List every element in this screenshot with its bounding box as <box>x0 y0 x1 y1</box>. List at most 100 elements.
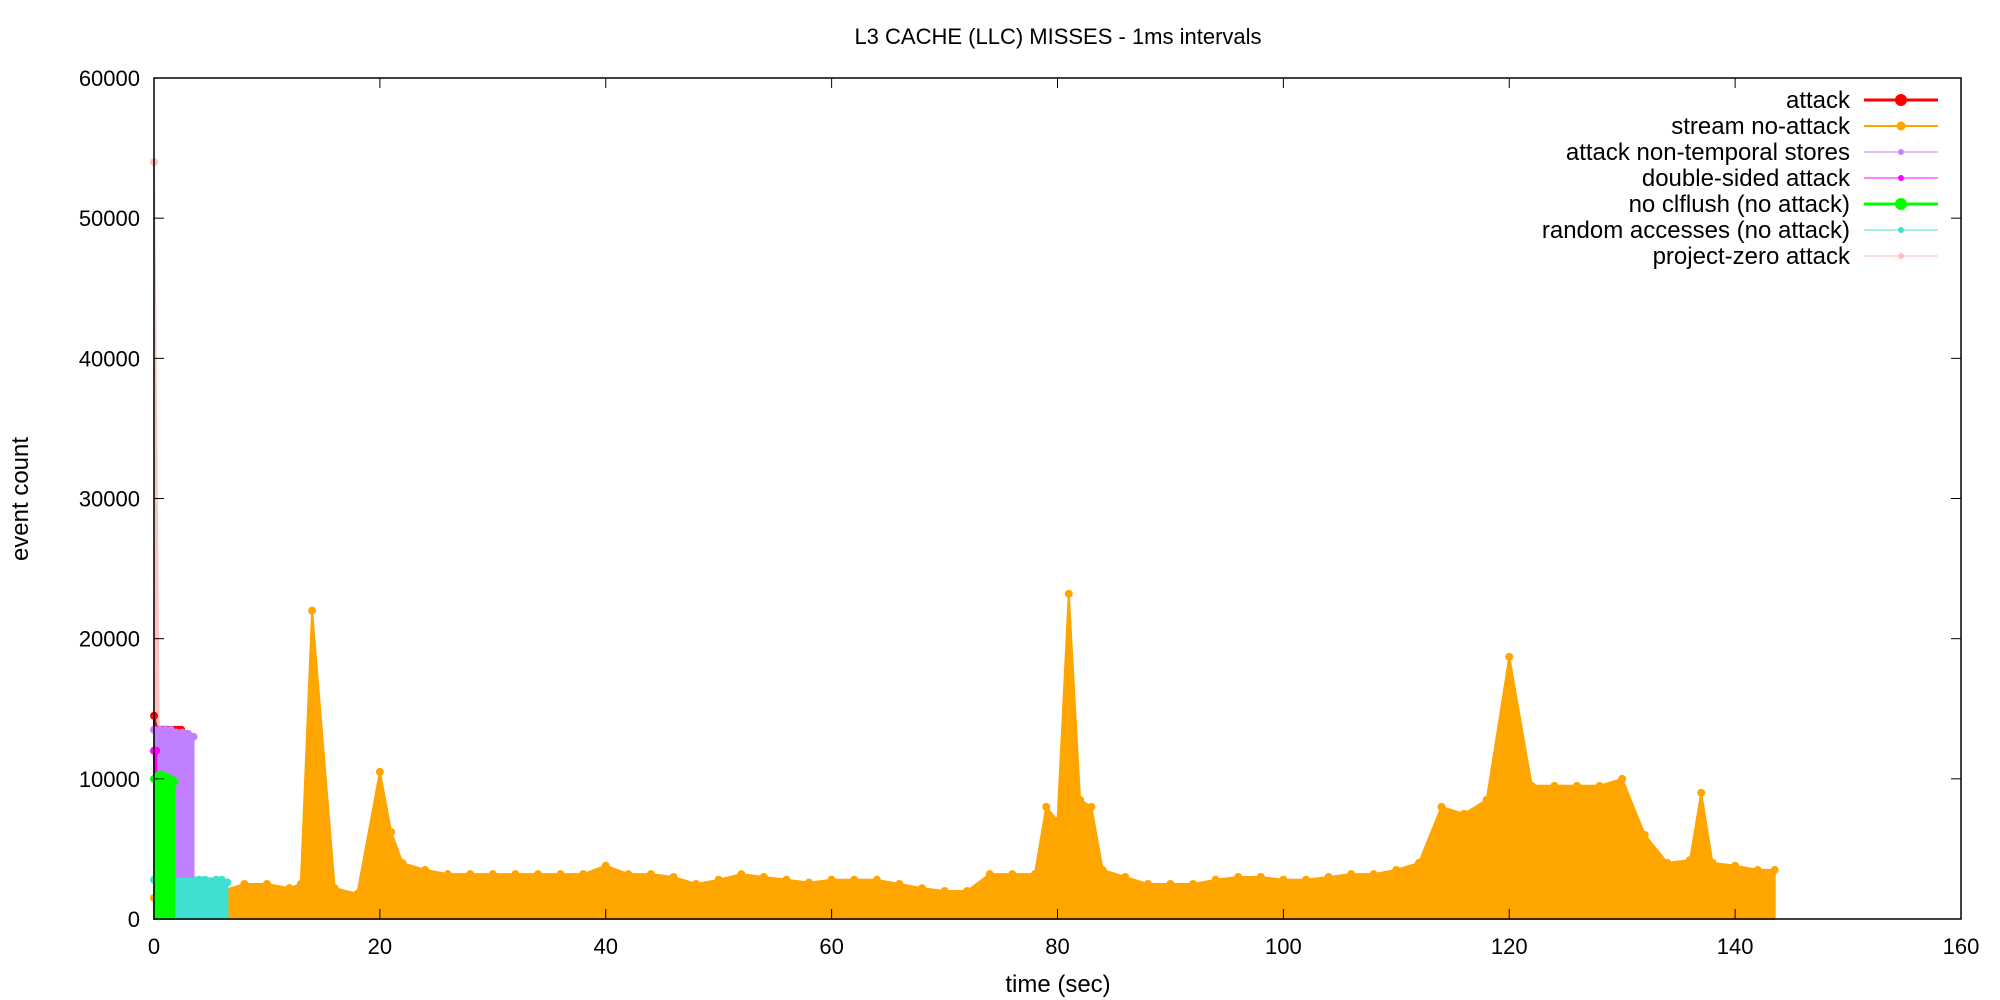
data-point-1 <box>1663 858 1672 867</box>
x-tick-label: 160 <box>1943 934 1980 959</box>
legend-label: project-zero attack <box>1653 243 1851 270</box>
data-point-1 <box>1460 809 1469 818</box>
data-point-1 <box>1369 870 1378 879</box>
x-tick-label: 60 <box>819 934 843 959</box>
data-point-1 <box>1189 879 1198 888</box>
data-point-1 <box>782 875 791 884</box>
data-point-1 <box>1573 781 1582 790</box>
data-point-5 <box>223 878 232 887</box>
data-point-1 <box>1437 802 1446 811</box>
data-point-1 <box>1098 865 1107 874</box>
data-point-1 <box>1030 870 1039 879</box>
legend-label: random accesses (no attack) <box>1542 217 1850 244</box>
data-point-1 <box>1076 795 1085 804</box>
x-tick-label: 0 <box>148 934 160 959</box>
legend-label: no clflush (no attack) <box>1629 191 1850 218</box>
legend-label: attack non-temporal stores <box>1566 139 1850 166</box>
data-point-1 <box>421 865 430 874</box>
data-point-1 <box>1618 774 1627 783</box>
data-point-1 <box>1256 872 1265 881</box>
y-tick-label: 50000 <box>79 206 140 231</box>
data-point-1 <box>827 875 836 884</box>
data-point-1 <box>714 875 723 884</box>
series-area-4 <box>153 773 176 920</box>
x-axis-label: time (sec) <box>1005 971 1110 998</box>
data-point-1 <box>1697 788 1706 797</box>
y-tick-label: 60000 <box>79 66 140 91</box>
data-point-1 <box>1505 652 1514 661</box>
data-point-1 <box>1527 781 1536 790</box>
data-point-1 <box>1064 589 1073 598</box>
legend-marker-0 <box>1895 94 1907 106</box>
data-point-1 <box>556 870 565 879</box>
data-point-1 <box>1347 870 1356 879</box>
data-point-1 <box>1685 856 1694 865</box>
data-point-1 <box>850 875 859 884</box>
x-tick-label: 140 <box>1717 934 1754 959</box>
data-point-1 <box>375 767 384 776</box>
data-point-5 <box>195 875 204 884</box>
data-point-1 <box>398 858 407 867</box>
data-point-1 <box>308 606 317 615</box>
legend-marker-1 <box>1896 121 1906 131</box>
data-point-1 <box>646 870 655 879</box>
data-point-1 <box>488 870 497 879</box>
data-point-5 <box>212 875 221 884</box>
data-point-1 <box>1121 872 1130 881</box>
y-axis-label: event count <box>7 437 34 561</box>
data-point-2 <box>161 725 170 734</box>
data-point-2 <box>172 728 181 737</box>
data-point-1 <box>1640 830 1649 839</box>
data-point-1 <box>624 870 633 879</box>
legend-label: stream no-attack <box>1671 113 1851 140</box>
data-point-1 <box>1301 875 1310 884</box>
data-point-1 <box>330 884 339 893</box>
x-tick-label: 40 <box>594 934 618 959</box>
data-point-1 <box>1770 865 1779 874</box>
legend-label: double-sided attack <box>1642 165 1851 192</box>
data-point-1 <box>759 872 768 881</box>
data-point-1 <box>895 879 904 888</box>
x-tick-label: 120 <box>1491 934 1528 959</box>
data-point-1 <box>285 884 294 893</box>
data-point-2 <box>189 732 198 741</box>
data-point-1 <box>917 884 926 893</box>
data-point-1 <box>1234 872 1243 881</box>
data-point-1 <box>872 875 881 884</box>
data-point-1 <box>1053 816 1062 825</box>
data-point-1 <box>985 870 994 879</box>
data-point-1 <box>1087 802 1096 811</box>
y-tick-label: 20000 <box>79 627 140 652</box>
data-point-1 <box>1595 781 1604 790</box>
y-tick-label: 0 <box>128 907 140 932</box>
data-point-1 <box>692 879 701 888</box>
data-point-1 <box>805 878 814 887</box>
data-point-1 <box>737 870 746 879</box>
legend-label: attack <box>1786 87 1851 114</box>
data-point-1 <box>1392 865 1401 874</box>
data-point-1 <box>1414 858 1423 867</box>
y-tick-label: 40000 <box>79 346 140 371</box>
data-point-1 <box>1708 858 1717 867</box>
data-point-1 <box>1550 781 1559 790</box>
chart-title: L3 CACHE (LLC) MISSES - 1ms intervals <box>854 24 1261 49</box>
plot-data <box>150 158 1779 920</box>
data-point-1 <box>963 886 972 895</box>
data-point-1 <box>940 886 949 895</box>
data-point-1 <box>1042 802 1051 811</box>
y-tick-label: 30000 <box>79 487 140 512</box>
data-point-1 <box>262 879 271 888</box>
data-point-1 <box>296 879 305 888</box>
data-point-1 <box>1143 879 1152 888</box>
data-point-4 <box>170 777 179 786</box>
data-point-1 <box>240 879 249 888</box>
data-point-1 <box>1482 795 1491 804</box>
y-tick-label: 10000 <box>79 767 140 792</box>
data-point-1 <box>1211 875 1220 884</box>
data-point-1 <box>1753 865 1762 874</box>
data-point-1 <box>601 861 610 870</box>
data-point-1 <box>579 870 588 879</box>
data-point-1 <box>1008 870 1017 879</box>
data-point-1 <box>1166 879 1175 888</box>
